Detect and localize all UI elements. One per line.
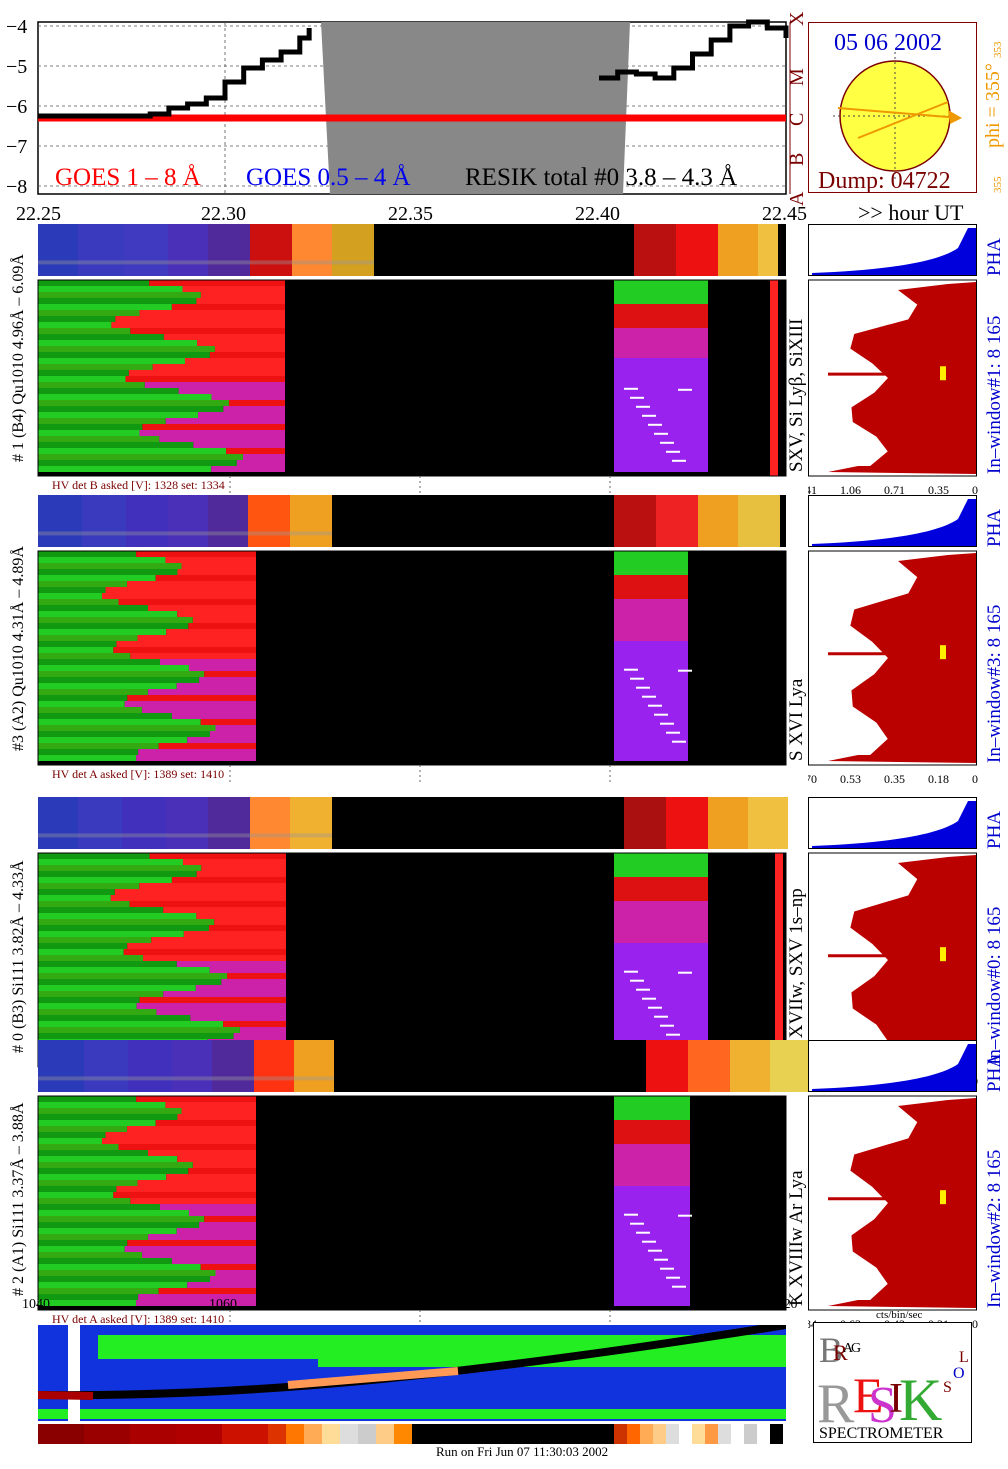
pha-spectrum-plot: 1.751.310.870.440.00 [808, 797, 978, 1087]
x-tick-label: 22.40 [575, 203, 620, 225]
phi-small-top: 353 [992, 41, 1004, 59]
spectral-lines-label: SXV, Si Lyβ, SiXIII [786, 318, 807, 472]
dump-number: Dump: 04722 [818, 168, 951, 194]
svg-text:K: K [899, 1367, 942, 1433]
pha-spectrum-plot: 0.70 0.53 0.35 0.18 0.00 [808, 495, 978, 785]
pha-label: PHA [984, 1053, 1005, 1092]
svg-text:R: R [817, 1373, 855, 1435]
color-scale-bar [38, 1424, 783, 1444]
pha-label: PHA [984, 810, 1005, 849]
rate-scale-label: 0.35 [928, 483, 949, 496]
flare-class-label: C [786, 113, 808, 126]
rate-scale-label: 0.00 [972, 483, 978, 496]
svg-text:B: B [819, 1330, 843, 1370]
flare-class-label: B [786, 153, 808, 166]
x-unit-label: >> hour UT [858, 200, 964, 225]
housekeeping-strip [38, 1325, 786, 1421]
detector-label: # 1 (B4) Qu1010 4.96Å – 6.09Å [10, 254, 27, 462]
detector-label: # 0 (B3) Si111 3.82Å – 4.33Å [10, 860, 27, 1053]
phi-arrow [837, 107, 961, 119]
svg-text:E: E [853, 1367, 884, 1423]
bragg-resik-logo: B R A G R E S I K S O L SPECTROMETER [813, 1322, 972, 1443]
pha-label: PHA [984, 237, 1005, 276]
in-window-counts: In–window#3: 8 165 [984, 604, 1005, 763]
y-tick-label: −8 [6, 176, 27, 198]
y-tick-label: −6 [6, 96, 27, 118]
legend-goes-short: GOES 0.5 – 4 Å [246, 164, 411, 191]
svg-text:I: I [889, 1376, 903, 1422]
svg-text:S: S [943, 1379, 952, 1396]
spectral-lines-label: K XVIIIw Ar Lya [786, 1170, 807, 1306]
rate-scale-label: 0.35 [884, 772, 905, 785]
rate-scale-label: 0.00 [972, 1317, 978, 1330]
rate-scale-label: 0.84 [808, 1317, 817, 1330]
svg-text:O: O [953, 1365, 965, 1382]
pha-label: PHA [984, 508, 1005, 547]
series-resik-line [38, 19, 789, 119]
rate-scale-label: 0.00 [972, 772, 978, 785]
hv-status: HV det A asked [V]: 1389 set: 1410 [52, 1312, 225, 1326]
bottom-tick-label: 1040 [22, 1297, 50, 1312]
spectral-lines-label: Ar XVIIw, SXV 1s–np [786, 888, 807, 1063]
svg-text:R: R [833, 1340, 848, 1365]
hv-status: HV det A asked [V]: 1389 set: 1410 [52, 767, 225, 781]
svg-text:G: G [851, 1341, 861, 1356]
rate-scale-label: 1.41 [808, 483, 817, 496]
flare-class-label: X [786, 11, 808, 26]
in-window-counts: In–window#1: 8 165 [984, 315, 1005, 474]
pha-spectrum-plot: 0.840.630.420.210.00 [808, 1040, 978, 1330]
flare-class-label: M [786, 68, 808, 86]
logo-caption: SPECTROMETER [819, 1425, 944, 1442]
bottom-tick-label: 1080 [396, 1297, 424, 1312]
detector-label: # 2 (A1) Si111 3.37Å – 3.88Å [10, 1102, 27, 1296]
x-tick-label: 22.45 [762, 203, 807, 225]
phi-label: phi = 355° [982, 63, 1004, 148]
y-tick-label: −7 [6, 136, 27, 158]
footer-timestamp: Run on Fri Jun 07 11:30:03 2002 [436, 1444, 609, 1459]
detector-label: #3 (A2) Qu1010 4.31Å – 4.89Å [10, 546, 27, 751]
bottom-tick-label: 1120 [770, 1297, 797, 1312]
bottom-axis: 1040 1060 1080 1100 1120 [22, 1297, 797, 1312]
x-tick-label: 22.30 [201, 203, 246, 225]
svg-text:S: S [868, 1377, 897, 1434]
goes-lightcurve-chart: −4 −5 −6 −7 −8 X M C B A 22.25 22.30 22.35 22.40 22.… [6, 11, 964, 225]
in-window-counts: In–window#2: 8 165 [984, 1149, 1005, 1308]
phi-small-bottom: 355 [992, 176, 1004, 194]
detector-heatmap [37, 495, 787, 785]
x-tick-label: 22.25 [16, 203, 61, 225]
legend-resik: RESIK total #0 3.8 – 4.3 Å [465, 164, 737, 191]
y-tick-label: −4 [6, 16, 27, 38]
rate-scale-label: 0.71 [884, 483, 905, 496]
data-gap-region [321, 22, 630, 194]
rate-scale-label: 0.18 [928, 772, 949, 785]
svg-text:A: A [843, 1341, 854, 1356]
bottom-tick-label: 1100 [583, 1297, 610, 1312]
rate-scale-label: 1.06 [840, 483, 861, 496]
legend-goes-long: GOES 1 – 8 Å [55, 164, 201, 191]
rate-scale-label: 0.70 [808, 772, 817, 785]
detector-heatmap [37, 1040, 810, 1330]
flare-class-label: A [786, 191, 808, 206]
detector-heatmap [37, 224, 787, 496]
bottom-tick-label: 1060 [209, 1297, 237, 1312]
rate-scale-label: 0.53 [840, 772, 861, 785]
spectral-lines-label: S XVI Lya [786, 678, 807, 761]
svg-text:L: L [959, 1349, 969, 1366]
x-tick-label: 22.35 [388, 203, 433, 225]
y-tick-label: −5 [6, 56, 27, 78]
sun-position-panel: 05 06 2002 Dump: 04722 [808, 22, 977, 194]
pha-spectrum-plot: 1.41 1.06 0.71 0.35 0.00 [808, 224, 978, 496]
rate-unit-label: cts/bin/sec [876, 1309, 923, 1321]
hv-status: HV det B asked [V]: 1328 set: 1334 [52, 478, 225, 492]
observation-date: 05 06 2002 [834, 30, 942, 56]
